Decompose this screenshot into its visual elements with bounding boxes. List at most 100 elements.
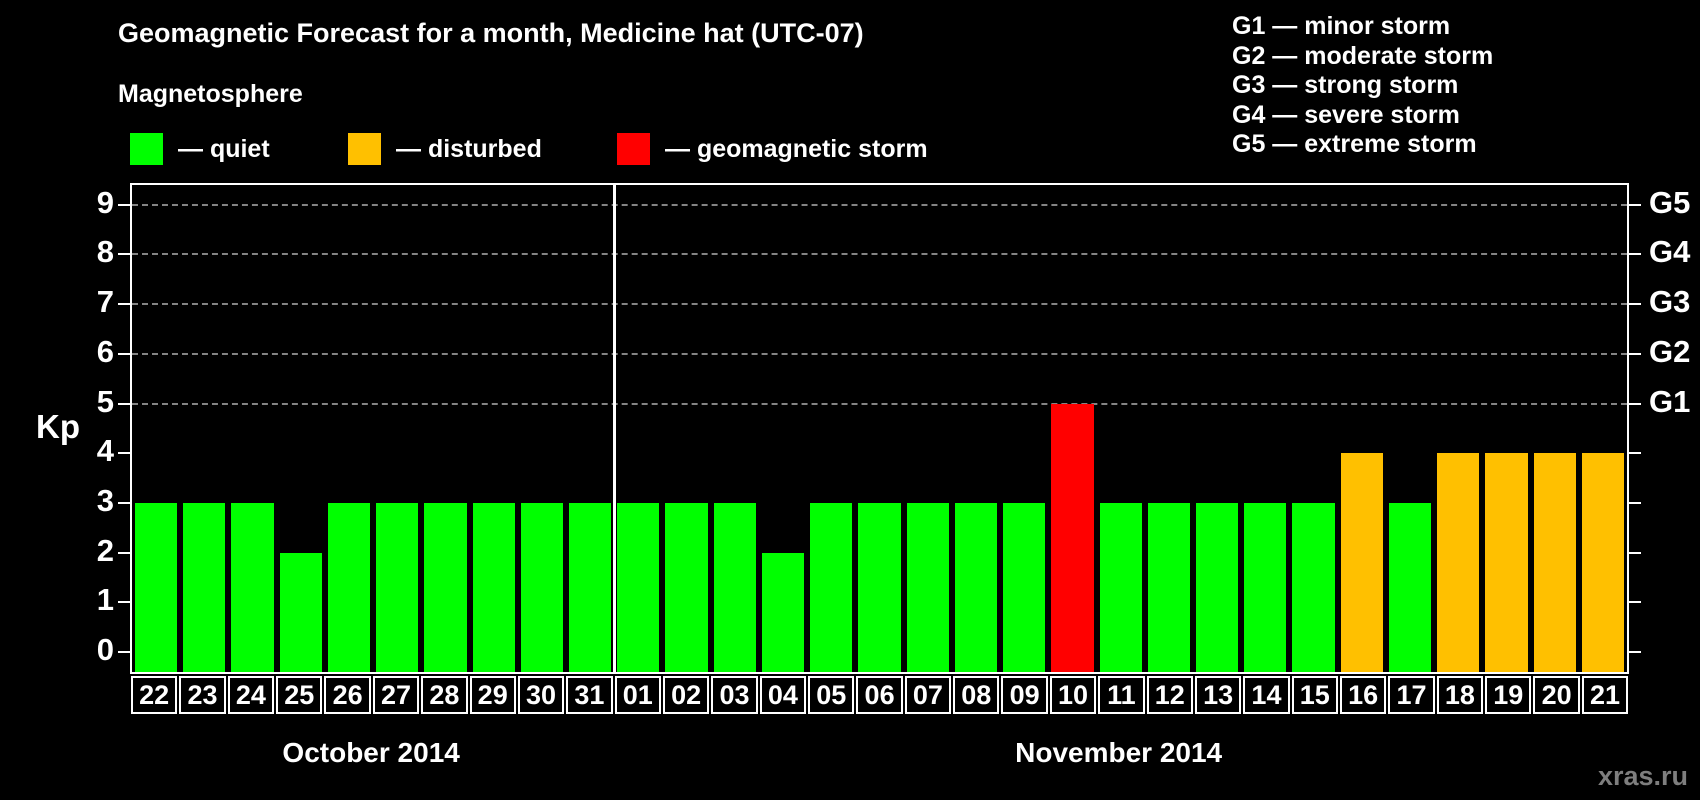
month-label: October 2014 (282, 737, 460, 768)
left-tick-kp-2 (118, 551, 130, 554)
kp-bar-day-29 (472, 502, 515, 672)
y-tick-label-2: 2 (96, 532, 114, 568)
gridline-kp-5 (132, 402, 1627, 405)
kp-bar-day-20 (1533, 453, 1576, 672)
kp-bar-day-11 (1099, 502, 1142, 672)
day-label-18: 18 (1436, 676, 1484, 714)
kp-bar-day-19 (1485, 453, 1528, 672)
kp-bar-day-01 (617, 502, 660, 672)
kp-bar-day-10 (1051, 403, 1094, 672)
y-axis-title: Kp (36, 408, 80, 445)
x-axis-day-labels: 22 23 24 25 26 27 28 29 30 31 01 02 03 04 05 06 07 08 09 10… (130, 676, 1629, 714)
right-tick-kp-2 (1629, 551, 1641, 554)
day-label-12: 12 (1146, 676, 1193, 714)
g-scale-legend-line: G4 — severe storm (1232, 100, 1460, 129)
y-tick-label-4: 4 (96, 433, 114, 469)
day-label-24: 24 (227, 676, 275, 714)
g-scale-legend-line: G3 — strong storm (1232, 71, 1459, 99)
gridline-kp-6 (132, 352, 1627, 355)
g-scale-legend: G1 — minor storm G2 — moderate storm G3 … (1232, 12, 1493, 160)
kp-bar-day-21 (1581, 453, 1624, 672)
right-tick-kp-7 (1629, 303, 1641, 306)
day-label-28: 28 (421, 676, 468, 714)
kp-bar-day-24 (231, 502, 274, 672)
right-axis-label-G2: G2 (1649, 333, 1691, 369)
left-tick-kp-4 (118, 452, 130, 455)
day-label-19: 19 (1485, 676, 1532, 714)
kp-bar-day-23 (183, 502, 226, 672)
day-label-13: 13 (1194, 676, 1242, 714)
left-tick-kp-9 (118, 203, 130, 206)
kp-bar-day-26 (327, 502, 371, 672)
kp-bar-day-14 (1244, 502, 1287, 672)
kp-bar-day-22 (135, 502, 178, 672)
day-label-31: 31 (566, 676, 613, 714)
y-tick-label-3: 3 (96, 482, 114, 518)
gridline-kp-7 (132, 303, 1627, 306)
kp-bar-day-05 (810, 502, 853, 672)
day-label-04: 04 (759, 676, 807, 714)
right-tick-kp-1 (1629, 601, 1641, 604)
day-label-15: 15 (1291, 676, 1338, 714)
day-label-26: 26 (324, 676, 371, 714)
kp-bar-day-31 (569, 502, 612, 672)
y-tick-label-7: 7 (96, 284, 114, 320)
quiet-color-swatch (130, 133, 163, 165)
kp-bar-day-03 (713, 502, 756, 672)
day-label-08: 08 (953, 676, 1000, 714)
left-tick-kp-5 (118, 402, 130, 405)
left-tick-kp-8 (118, 253, 130, 256)
day-label-25: 25 (276, 676, 323, 714)
day-label-02: 02 (662, 676, 710, 714)
right-tick-kp-4 (1629, 452, 1641, 455)
right-tick-kp-0 (1629, 651, 1641, 653)
disturbed-color-swatch (348, 133, 381, 165)
magnetosphere-legend-heading: Magnetosphere (118, 80, 303, 108)
gridline-kp-8 (132, 253, 1627, 256)
kp-bar-day-17 (1388, 502, 1432, 672)
day-label-20: 20 (1533, 676, 1580, 714)
day-label-23: 23 (179, 676, 226, 714)
legend-item-storm: — geomagnetic storm (617, 132, 928, 166)
right-axis-label-G5: G5 (1649, 184, 1691, 220)
left-tick-kp-3 (118, 501, 130, 504)
y-tick-label-6: 6 (96, 333, 114, 369)
day-label-16: 16 (1339, 676, 1387, 714)
day-label-27: 27 (372, 676, 420, 714)
kp-bar-day-07 (906, 502, 949, 672)
left-tick-kp-0 (118, 651, 130, 653)
day-label-10: 10 (1049, 676, 1097, 714)
kp-bar-day-15 (1292, 502, 1335, 672)
day-label-05: 05 (808, 676, 855, 714)
day-label-30: 30 (517, 676, 565, 714)
kp-bar-day-08 (954, 502, 998, 672)
day-label-17: 17 (1388, 676, 1435, 714)
kp-bar-day-13 (1195, 502, 1239, 672)
legend-item-disturbed: — disturbed (348, 132, 542, 166)
left-tick-kp-7 (118, 303, 130, 306)
kp-bar-day-12 (1147, 502, 1190, 672)
kp-forecast-chart (118, 183, 1641, 674)
day-label-29: 29 (469, 676, 516, 714)
right-axis-label-G3: G3 (1649, 284, 1691, 320)
watermark: xras.ru (1597, 761, 1688, 791)
kp-bar-day-28 (424, 502, 467, 672)
g-scale-legend-line: G2 — moderate storm (1232, 41, 1494, 70)
kp-bar-day-25 (279, 552, 322, 672)
y-tick-label-9: 9 (96, 184, 114, 220)
day-label-14: 14 (1243, 676, 1290, 714)
right-axis-label-G4: G4 (1649, 234, 1691, 270)
right-tick-kp-9 (1629, 203, 1641, 206)
legend-item-label: — quiet (178, 134, 270, 163)
legend-item-label: — disturbed (396, 134, 542, 163)
g-scale-legend-line: G1 — minor storm (1232, 12, 1451, 40)
kp-bar-day-09 (1003, 502, 1046, 672)
y-tick-label-1: 1 (96, 582, 114, 618)
day-label-06: 06 (856, 676, 903, 714)
day-label-01: 01 (614, 676, 661, 714)
kp-bar-day-16 (1340, 453, 1383, 672)
day-label-21: 21 (1581, 676, 1629, 714)
y-tick-label-8: 8 (96, 234, 114, 270)
right-axis-label-G1: G1 (1649, 383, 1691, 419)
